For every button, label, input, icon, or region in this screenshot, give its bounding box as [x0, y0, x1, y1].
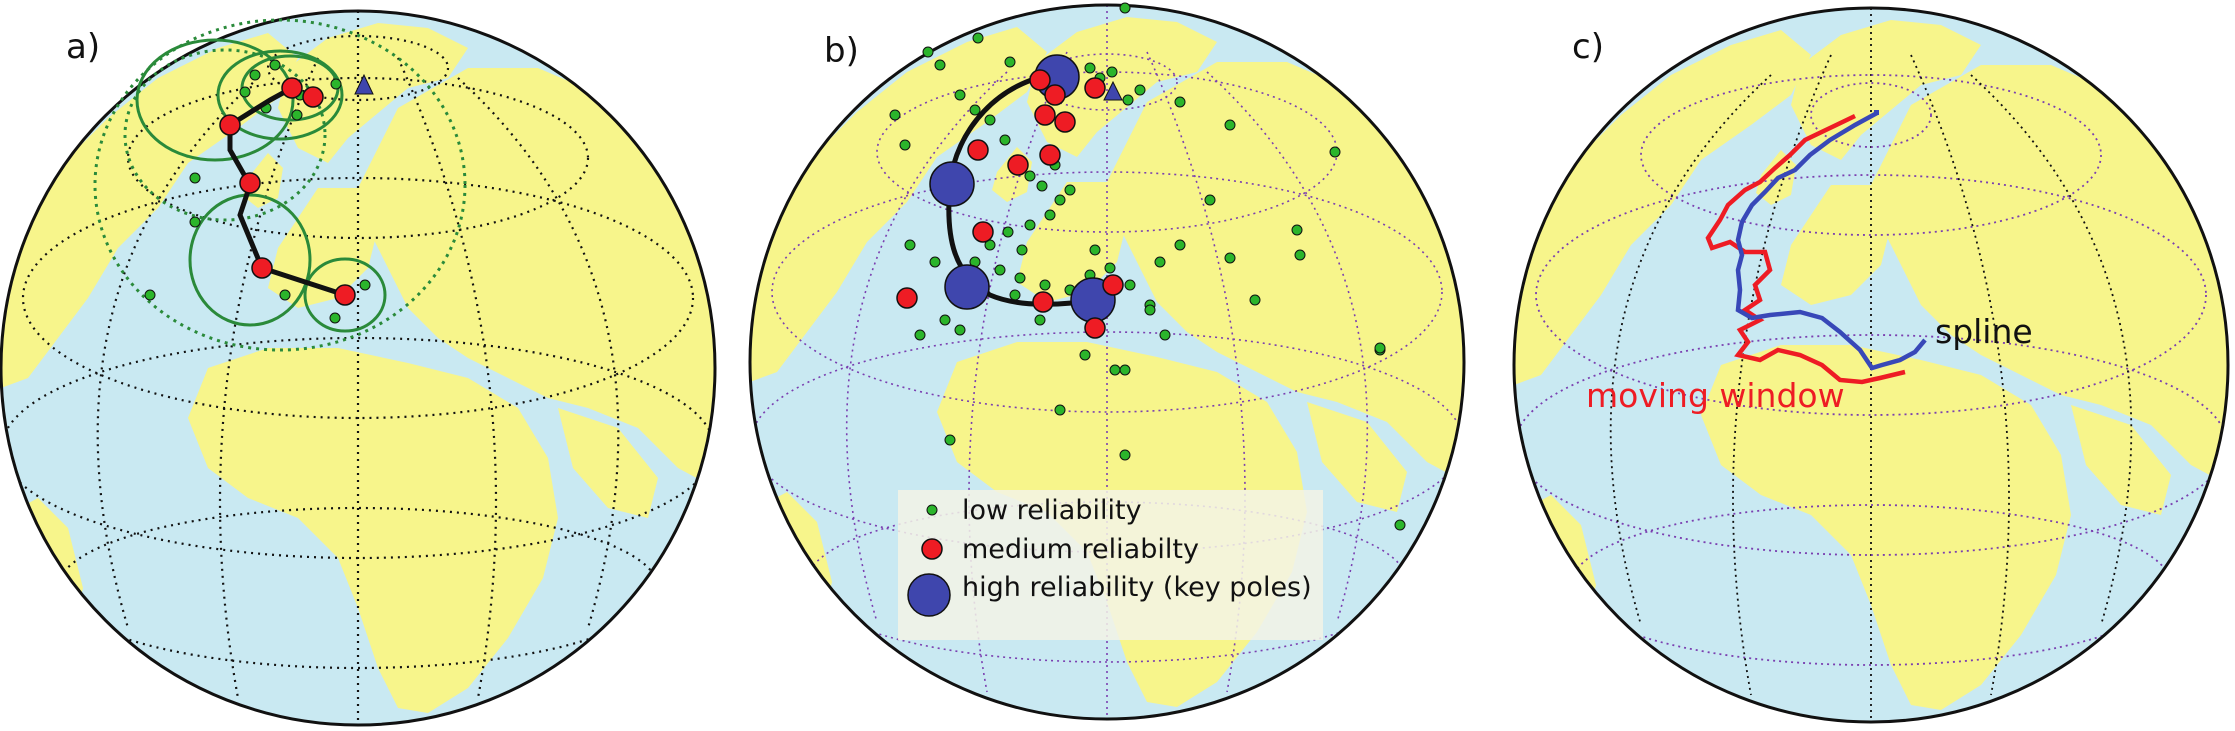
legend-low-symbol: [926, 504, 938, 516]
globe-a-outline: [0, 9, 717, 727]
spline-label: spline: [1935, 312, 2033, 351]
legend-high-label: high reliability (key poles): [962, 572, 1312, 603]
panel-letter-c: c): [1572, 27, 1604, 67]
moving-window-path: [1705, 113, 1906, 385]
triangle-icon: [1103, 80, 1123, 101]
low-reliability-points-a: [144, 59, 371, 324]
globe-b-outline: [748, 3, 1466, 721]
legend-medium-label: medium reliabilty: [962, 534, 1199, 565]
legend-medium-symbol: [921, 538, 943, 560]
medium-reliability-points-a: [219, 77, 356, 306]
spline-endpoint: [1874, 110, 1879, 115]
confidence-circles-a: [93, 18, 467, 352]
medium-reliability-points-b: [896, 69, 1124, 339]
legend: low reliability medium reliabilty high r…: [898, 490, 1323, 640]
low-reliability-points-b: [889, 2, 1406, 531]
legend-box: [898, 490, 1323, 640]
panel-a: a): [0, 9, 717, 727]
spline-path: [1735, 111, 1927, 371]
triangle-icon: [354, 73, 374, 95]
panel-letter-b: b): [824, 31, 859, 71]
legend-low-label: low reliability: [962, 495, 1142, 526]
panel-letter-a: a): [66, 27, 100, 67]
legend-high-symbol: [907, 573, 951, 617]
moving-window-label: moving window: [1586, 376, 1845, 415]
globe-c-outline: [1512, 6, 2230, 724]
panel-c: moving window spline c): [1512, 6, 2230, 724]
panel-b: low reliability medium reliabilty high r…: [748, 2, 1466, 721]
